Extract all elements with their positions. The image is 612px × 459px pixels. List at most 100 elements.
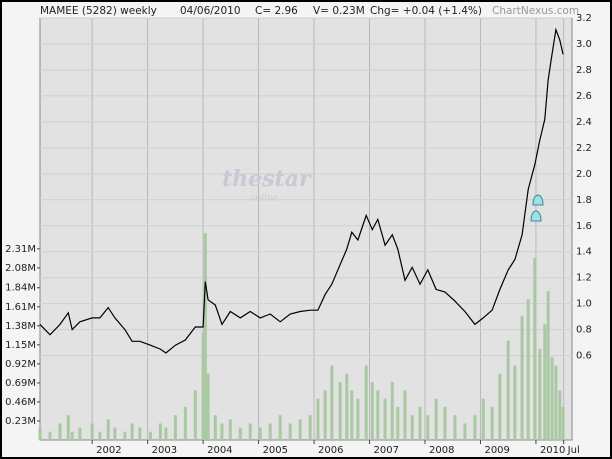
volume-bar: [403, 390, 407, 440]
volume-bar: [78, 427, 82, 440]
volume-bar: [206, 373, 210, 440]
price: [39, 27, 564, 354]
y-tick-label: 2.8: [576, 65, 592, 76]
volume-bar: [481, 398, 485, 440]
volume-bar: [453, 415, 457, 440]
volume-bar: [90, 423, 94, 440]
plot-area: [39, 17, 573, 441]
volume-bar: [345, 373, 349, 440]
volume-bar: [410, 415, 414, 440]
x-tick-label: 2004: [207, 445, 232, 456]
watermark: thestar: [222, 166, 312, 192]
volume-bar: [106, 419, 110, 440]
x-tick-label: 2008: [429, 445, 454, 456]
y-tick-label: 1.0: [576, 299, 592, 310]
y-tick-label: 1.2: [576, 273, 592, 284]
y-tick-label: 3.0: [576, 39, 592, 50]
volume-bar: [113, 427, 117, 440]
volume-bar: [148, 431, 152, 440]
volume-bar: [490, 406, 494, 440]
volume-bar: [364, 365, 368, 440]
x-tick-label: 2009: [484, 445, 509, 456]
volume-text: V= 0.23M: [313, 5, 365, 17]
bell-icon: [532, 194, 544, 206]
y-tick-label: 1.4: [576, 247, 592, 258]
volume-bar: [70, 431, 74, 440]
bell-icon: [530, 210, 542, 222]
volume-bar: [533, 257, 537, 440]
volume-bar: [66, 415, 70, 440]
y2-tick-label: 1.38M: [5, 321, 36, 332]
volume-bar: [268, 423, 272, 440]
y-tick-label: 2.4: [576, 117, 592, 128]
y-tick-label: 3.2: [576, 13, 592, 24]
volume-bar: [350, 390, 354, 440]
y-tick-label: 0.8: [576, 325, 592, 336]
volume-bar: [203, 233, 207, 440]
price-line: [39, 27, 564, 354]
x-tick-label: 2002: [96, 445, 121, 456]
x-tick-label: 2007: [374, 445, 399, 456]
y2-tick-label: 1.61M: [5, 302, 36, 313]
volume-bar: [98, 431, 102, 440]
volume-bar: [220, 423, 224, 440]
volume-bar: [213, 415, 217, 440]
volume-bar: [513, 365, 517, 440]
volume-bar: [520, 315, 524, 440]
y2-tick-label: 0.69M: [5, 378, 36, 389]
y-tick-label: 2.0: [576, 169, 592, 180]
source: ChartNexus.com: [492, 5, 579, 17]
volume-bar: [473, 415, 477, 440]
volume-bar: [554, 365, 558, 440]
y2-tick-label: 0.46M: [5, 397, 36, 408]
volume-bar: [558, 390, 562, 440]
volume-bar: [158, 423, 162, 440]
y-tick-label: 0.6: [576, 351, 592, 362]
volume-bar: [506, 340, 510, 440]
volume-bar: [48, 431, 52, 440]
volume-bar: [418, 406, 422, 440]
volume-bar: [390, 382, 394, 440]
volume-bar: [376, 390, 380, 440]
y-tick-label: 2.2: [576, 143, 592, 154]
volume-bar: [463, 423, 467, 440]
volume-bar: [248, 423, 252, 440]
x-tick-label: Jul: [567, 445, 580, 456]
y-tick-label: 1.6: [576, 221, 592, 232]
volume-bar: [298, 419, 302, 440]
volume-bar: [228, 419, 232, 440]
volume-bar: [526, 299, 530, 440]
volume-bar: [38, 427, 42, 440]
volume-bar: [550, 357, 554, 440]
title: MAMEE (5282) weekly: [40, 5, 157, 17]
volume-bar: [330, 365, 334, 440]
x-tick-label: 2010: [540, 445, 565, 456]
volume-bar: [173, 415, 177, 440]
y-tick-label: 1.8: [576, 195, 592, 206]
close: C= 2.96: [255, 5, 298, 17]
alert-icons: [530, 194, 544, 222]
x-tick-label: 2003: [152, 445, 177, 456]
volume-bar: [538, 348, 542, 440]
volume-bar: [123, 431, 127, 440]
grid: [40, 17, 572, 440]
volume-bar: [434, 398, 438, 440]
volume-bar: [370, 382, 374, 440]
volume-bar: [288, 423, 292, 440]
y2-tick-label: 1.15M: [5, 340, 36, 351]
date: 04/06/2010: [180, 5, 241, 17]
y2-tick-label: 2.08M: [5, 263, 36, 274]
volume-bar: [138, 427, 142, 440]
volume-bar: [201, 332, 205, 440]
volume-bar: [164, 427, 168, 440]
watermark: online: [250, 194, 278, 204]
volume-bar: [316, 398, 320, 440]
y2-tick-label: 2.31M: [5, 244, 36, 255]
volume-bar: [383, 398, 387, 440]
volume-bar: [258, 427, 262, 440]
volume-bar: [278, 415, 282, 440]
y2-tick-label: 0.92M: [5, 359, 36, 370]
volume-bar: [183, 406, 187, 440]
volume-bar: [396, 406, 400, 440]
